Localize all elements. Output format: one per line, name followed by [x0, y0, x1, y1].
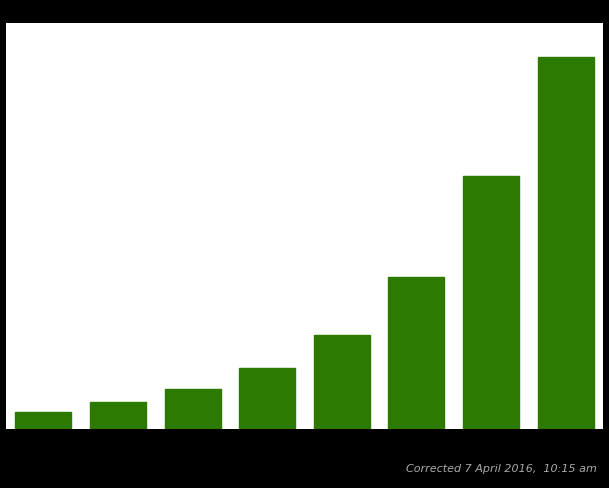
Bar: [90, 403, 146, 429]
Bar: [538, 58, 594, 429]
Bar: [389, 278, 445, 429]
Bar: [164, 389, 220, 429]
Bar: [239, 369, 295, 429]
Bar: [15, 412, 71, 429]
Text: Corrected 7 April 2016,  10:15 am: Corrected 7 April 2016, 10:15 am: [406, 464, 597, 473]
Bar: [314, 335, 370, 429]
Bar: [463, 176, 519, 429]
